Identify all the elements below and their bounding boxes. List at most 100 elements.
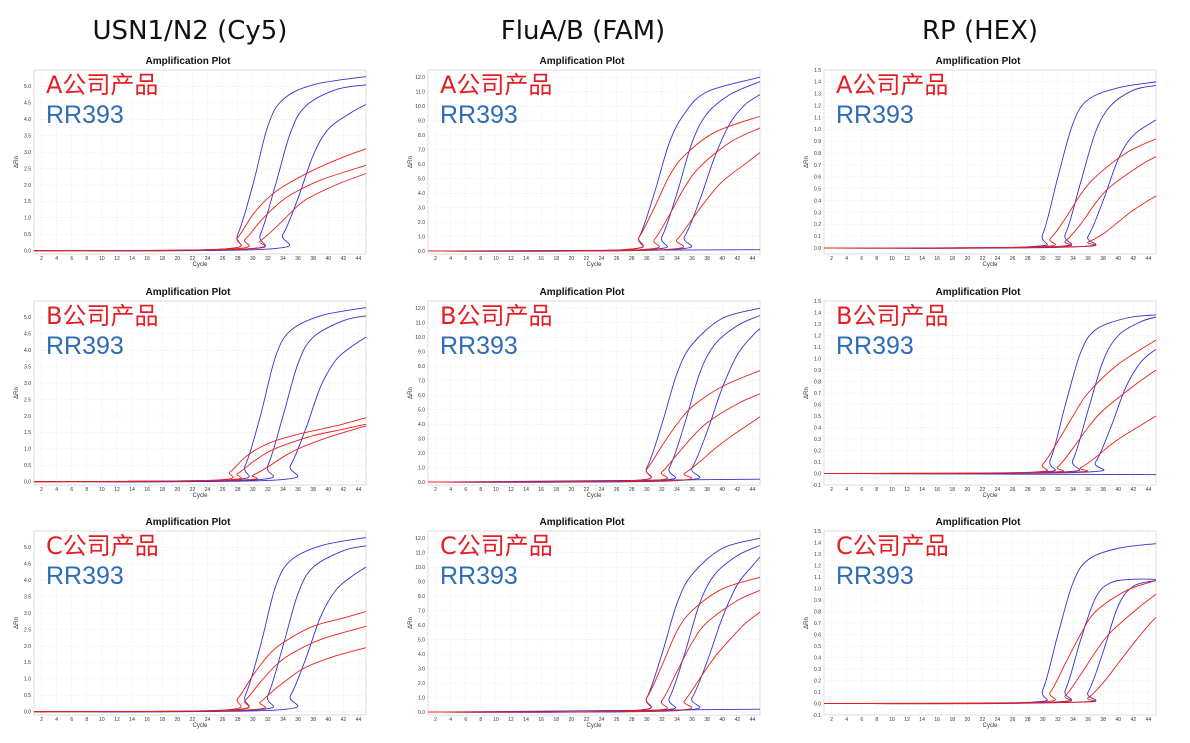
x-tick-label: 22: [980, 487, 986, 493]
plot-svg: 2 4 6 8 10 12 14 16 18 20 22 24 26 28 30 32 34 36 38 40 42 44…: [408, 300, 761, 499]
y-tick-label: 12.0: [415, 536, 425, 542]
y-tick-label: 1.2: [814, 563, 821, 569]
x-tick-label: 44: [356, 256, 362, 262]
x-tick-label: 4: [845, 487, 848, 493]
x-tick-label: 16: [144, 717, 150, 723]
y-tick-label: 3.5: [24, 595, 31, 601]
rr393-label: RR393: [836, 101, 914, 129]
company-label: B公司产品: [836, 302, 949, 330]
y-tick-label: 1.0: [418, 695, 425, 701]
y-tick-label: 0.6: [814, 175, 821, 181]
company-label: C公司产品: [46, 532, 159, 560]
y-tick-label: 7.0: [418, 608, 425, 614]
y-tick-label: 1.5: [24, 660, 31, 666]
x-axis-label: Cycle: [192, 493, 208, 499]
y-tick-label: 0.0: [24, 710, 31, 716]
x-tick-label: 2: [830, 717, 833, 723]
series-line-red: [823, 415, 1157, 474]
y-tick-label: 0.3: [814, 437, 821, 443]
y-tick-label: 2.5: [24, 166, 31, 172]
x-tick-label: 6: [70, 256, 73, 262]
y-tick-label: 4.5: [24, 332, 31, 338]
x-tick-label: 36: [1085, 256, 1091, 262]
y-tick-label: 2.0: [24, 414, 31, 420]
y-tick-label: 12.0: [415, 306, 425, 312]
y-axis-label: ΔRn: [14, 156, 20, 168]
x-tick-label: 24: [205, 487, 211, 493]
x-tick-label: 16: [144, 487, 150, 493]
x-tick-label: 6: [464, 717, 467, 723]
x-tick-label: 18: [553, 256, 559, 262]
y-tick-label: 0.5: [24, 232, 31, 238]
x-tick-label: 2: [830, 256, 833, 262]
series-line-red: [33, 647, 367, 713]
y-tick-label: 8.0: [418, 364, 425, 370]
y-tick-label: 2.0: [418, 451, 425, 457]
x-tick-label: 14: [919, 717, 925, 723]
x-tick-label: 38: [1100, 717, 1106, 723]
series-line-red: [427, 416, 761, 483]
x-tick-label: 32: [265, 487, 271, 493]
y-tick-label: 0.0: [24, 249, 31, 255]
x-tick-label: 44: [1146, 256, 1152, 262]
x-tick-label: 30: [250, 256, 256, 262]
x-tick-label: 26: [614, 256, 620, 262]
x-axis-label: Cycle: [586, 262, 602, 268]
y-axis-label: ΔRn: [408, 387, 414, 399]
x-tick-label: 20: [965, 256, 971, 262]
x-tick-label: 14: [523, 717, 529, 723]
x-tick-label: 42: [1131, 256, 1137, 262]
x-tick-label: 16: [538, 487, 544, 493]
x-tick-label: 42: [735, 487, 741, 493]
x-tick-label: 36: [689, 717, 695, 723]
x-tick-label: 2: [40, 487, 43, 493]
amplification-plot-3-1: 2 4 6 8 10 12 14 16 18 20 22 24 26 28 30 32 34 36 38 40 42 44…: [8, 517, 368, 729]
x-tick-label: 44: [750, 487, 756, 493]
plot-frame: [823, 69, 1157, 255]
series-line-blue: [33, 104, 367, 252]
x-tick-label: 28: [235, 487, 241, 493]
x-tick-label: 32: [1055, 256, 1061, 262]
x-tick-label: 8: [479, 256, 482, 262]
y-tick-label: 10.0: [415, 565, 425, 571]
y-tick-label: 0.1: [814, 234, 821, 240]
x-axis-label: Cycle: [192, 262, 208, 268]
x-tick-label: 28: [1025, 487, 1031, 493]
x-tick-label: 42: [735, 717, 741, 723]
y-tick-label: 1.0: [24, 677, 31, 683]
x-tick-label: 22: [584, 717, 590, 723]
x-tick-label: 44: [750, 717, 756, 723]
y-tick-label: 0.4: [814, 425, 821, 431]
y-tick-label: 0.0: [814, 701, 821, 707]
series-line-blue: [33, 566, 367, 713]
y-tick-label: 0.8: [814, 609, 821, 615]
x-tick-label: 34: [674, 487, 680, 493]
y-tick-label: 4.5: [24, 562, 31, 568]
x-tick-label: 30: [1040, 487, 1046, 493]
series-line-red: [823, 616, 1157, 704]
y-tick-label: 5.0: [418, 407, 425, 413]
x-tick-label: 16: [934, 717, 940, 723]
x-tick-label: 32: [659, 487, 665, 493]
x-tick-label: 10: [493, 256, 499, 262]
y-tick-label: 2.5: [24, 397, 31, 403]
y-tick-label: 4.0: [24, 117, 31, 123]
amplification-plot-2-3: 2 4 6 8 10 12 14 16 18 20 22 24 26 28 30 32 34 36 38 40 42 44…: [798, 287, 1158, 499]
x-tick-label: 12: [508, 256, 514, 262]
x-tick-label: 44: [356, 717, 362, 723]
x-tick-label: 6: [70, 717, 73, 723]
x-tick-label: 42: [1131, 487, 1137, 493]
y-tick-label: 1.0: [24, 216, 31, 222]
y-axis-label: ΔRn: [804, 387, 810, 399]
plot-title: Amplification Plot: [539, 287, 625, 298]
x-axis-label: Cycle: [586, 493, 602, 499]
x-tick-label: 8: [85, 256, 88, 262]
y-axis-label: ΔRn: [804, 617, 810, 629]
y-tick-label: 0.3: [814, 210, 821, 216]
plot-svg: 2 4 6 8 10 12 14 16 18 20 22 24 26 28 30 32 34 36 38 40 42 44…: [804, 68, 1157, 268]
plot-svg: 2 4 6 8 10 12 14 16 18 20 22 24 26 28 30 32 34 36 38 40 42 44…: [14, 530, 367, 729]
series-line-blue: [427, 328, 761, 483]
x-tick-label: 32: [1055, 717, 1061, 723]
y-tick-label: 1.1: [814, 115, 821, 121]
x-axis-label: Cycle: [192, 723, 208, 729]
